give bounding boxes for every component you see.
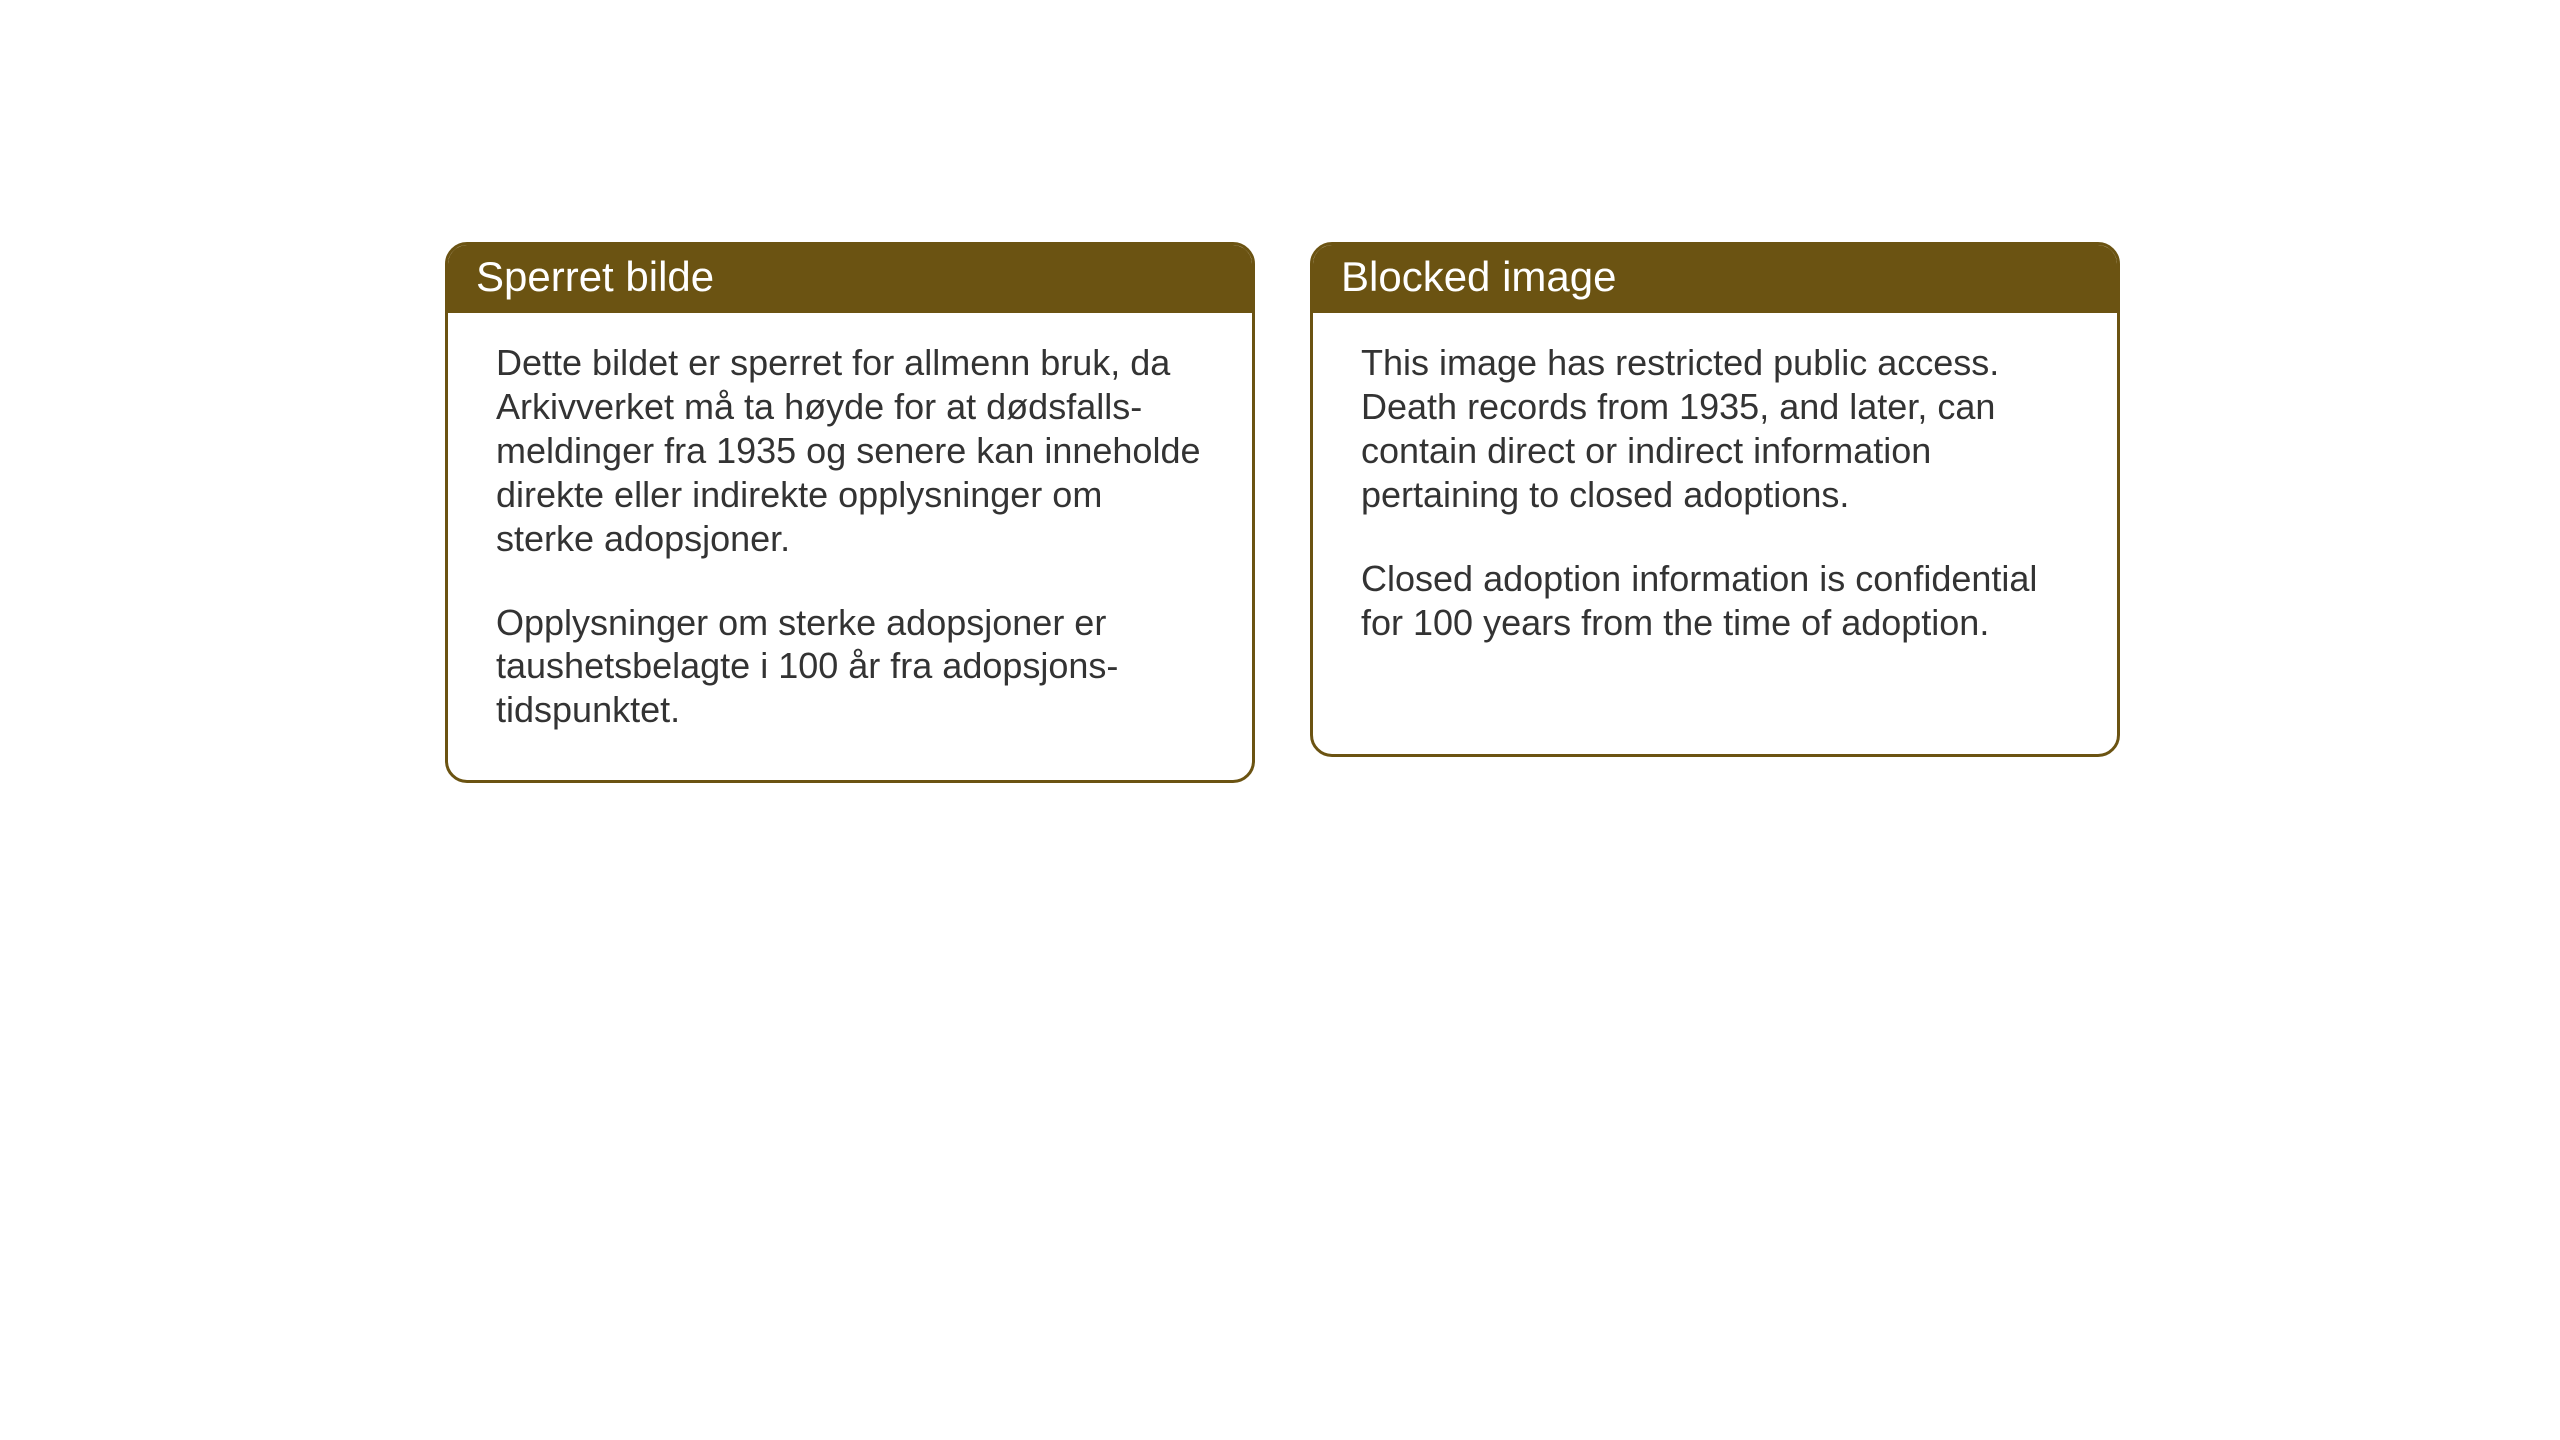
card-title-english: Blocked image xyxy=(1341,253,1616,300)
card-body-english: This image has restricted public access.… xyxy=(1313,313,2117,692)
card-header-english: Blocked image xyxy=(1313,245,2117,313)
blocked-image-card-norwegian: Sperret bilde Dette bildet er sperret fo… xyxy=(445,242,1255,783)
card-paragraph-1-english: This image has restricted public access.… xyxy=(1361,341,2069,517)
card-paragraph-2-english: Closed adoption information is confident… xyxy=(1361,557,2069,645)
card-title-norwegian: Sperret bilde xyxy=(476,253,714,300)
cards-container: Sperret bilde Dette bildet er sperret fo… xyxy=(445,242,2120,783)
card-paragraph-1-norwegian: Dette bildet er sperret for allmenn bruk… xyxy=(496,341,1204,561)
card-paragraph-2-norwegian: Opplysninger om sterke adopsjoner er tau… xyxy=(496,601,1204,733)
blocked-image-card-english: Blocked image This image has restricted … xyxy=(1310,242,2120,757)
card-body-norwegian: Dette bildet er sperret for allmenn bruk… xyxy=(448,313,1252,780)
card-header-norwegian: Sperret bilde xyxy=(448,245,1252,313)
